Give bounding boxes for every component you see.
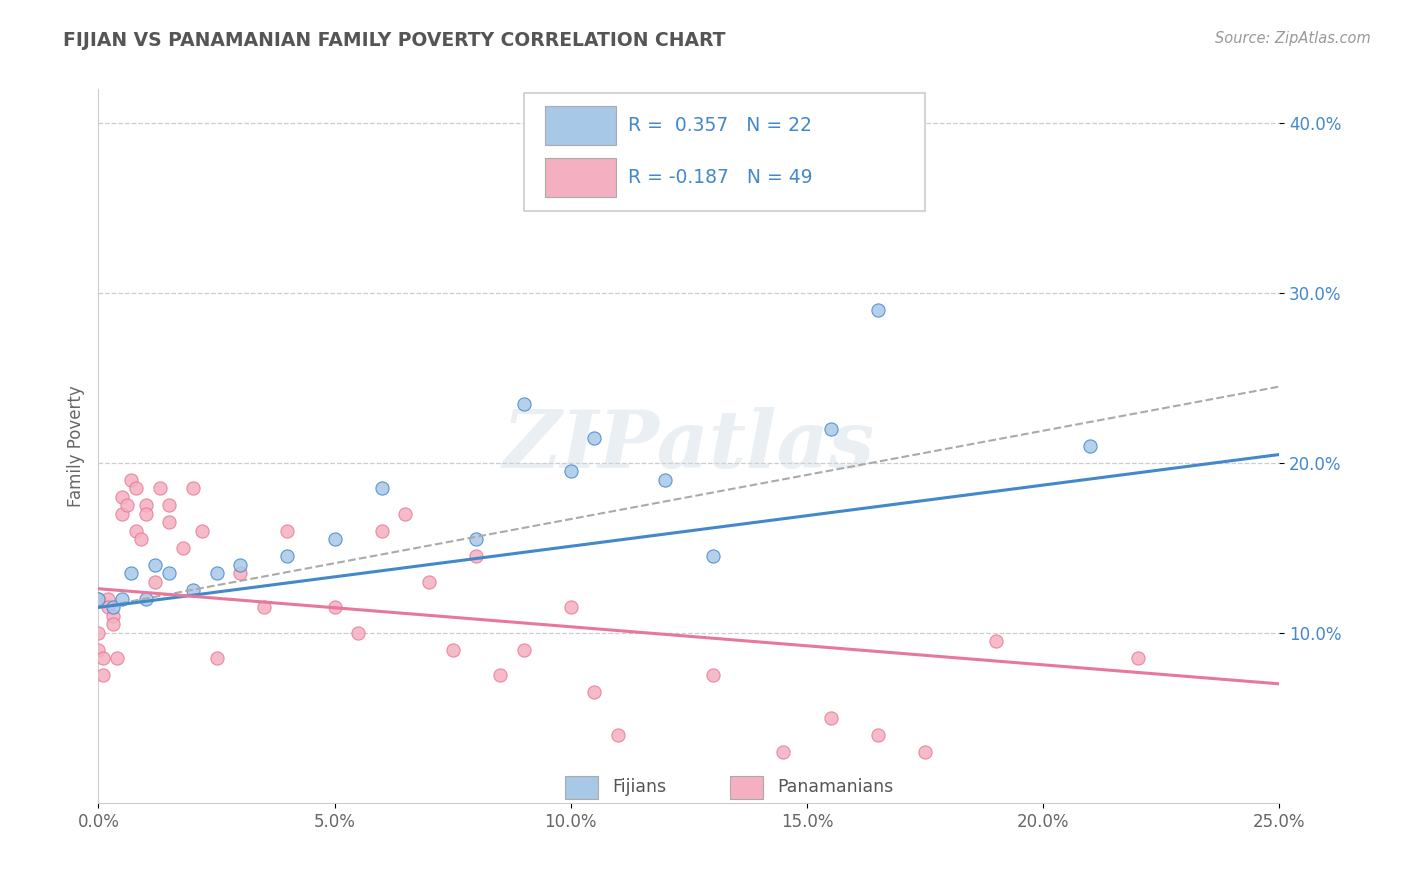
Point [101,608,124,623]
Point [91,668,114,682]
Point [97,591,120,606]
Point [87,591,110,606]
Point [820,422,842,436]
Point [371,524,394,538]
Point [914,745,936,759]
Point [276,549,298,564]
FancyBboxPatch shape [546,158,616,197]
Point [101,617,124,632]
Y-axis label: Family Poverty: Family Poverty [66,385,84,507]
Point [101,600,124,615]
Point [135,507,157,521]
Point [276,524,298,538]
Point [583,430,606,444]
Text: ZIPatlas: ZIPatlas [503,408,875,484]
Point [105,651,128,665]
Point [157,516,180,530]
FancyBboxPatch shape [546,106,616,145]
Point [87,643,110,657]
Point [135,499,157,513]
FancyBboxPatch shape [730,776,763,798]
FancyBboxPatch shape [565,776,598,798]
Point [866,303,889,318]
Point [394,507,416,521]
Point [371,482,394,496]
Point [323,600,346,615]
Point [772,745,794,759]
Text: Fijians: Fijians [612,778,666,796]
Point [205,566,228,581]
FancyBboxPatch shape [523,93,925,211]
Point [654,473,676,487]
Text: FIJIAN VS PANAMANIAN FAMILY POVERTY CORRELATION CHART: FIJIAN VS PANAMANIAN FAMILY POVERTY CORR… [63,31,725,50]
Point [583,685,606,699]
Point [87,626,110,640]
Point [149,482,172,496]
Point [157,499,180,513]
Point [702,668,724,682]
Point [125,524,148,538]
Point [87,591,110,606]
Point [115,499,138,513]
Text: R =  0.357   N = 22: R = 0.357 N = 22 [627,116,811,136]
Point [91,651,114,665]
Point [323,533,346,547]
Point [512,643,534,657]
Point [129,533,152,547]
Point [111,591,134,606]
Point [418,574,440,589]
Point [607,728,630,742]
Point [143,574,166,589]
Text: Panamanians: Panamanians [778,778,894,796]
Point [157,566,180,581]
Point [97,600,120,615]
Point [125,482,148,496]
Point [465,533,488,547]
Point [866,728,889,742]
Text: Source: ZipAtlas.com: Source: ZipAtlas.com [1215,31,1371,46]
Point [135,591,157,606]
Point [229,566,252,581]
Point [121,473,143,487]
Point [702,549,724,564]
Point [229,558,252,572]
Point [984,634,1007,648]
Point [441,643,464,657]
Point [191,524,214,538]
Point [143,558,166,572]
Point [121,566,143,581]
Point [205,651,228,665]
Point [111,507,134,521]
Point [560,465,582,479]
Point [1080,439,1102,453]
Point [347,626,370,640]
Point [253,600,276,615]
Point [172,541,194,555]
Point [181,482,204,496]
Point [489,668,512,682]
Point [512,396,534,410]
Point [560,600,582,615]
Point [820,711,842,725]
Text: R = -0.187   N = 49: R = -0.187 N = 49 [627,168,813,187]
Point [181,583,204,598]
Point [111,490,134,504]
Point [465,549,488,564]
Point [1126,651,1149,665]
